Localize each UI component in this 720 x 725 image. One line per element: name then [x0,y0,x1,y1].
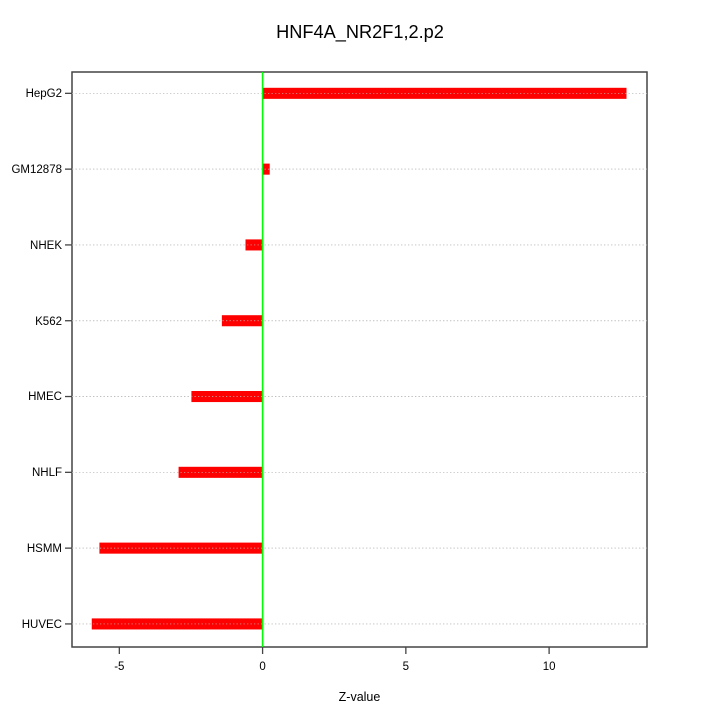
svg-text:NHEK: NHEK [30,240,62,252]
svg-text:NHLF: NHLF [32,467,62,479]
svg-text:5: 5 [403,661,409,673]
svg-text:K562: K562 [35,316,62,328]
svg-text:10: 10 [543,661,556,673]
svg-text:HSMM: HSMM [27,543,62,555]
svg-text:-5: -5 [114,661,124,673]
svg-text:HNF4A_NR2F1,2.p2: HNF4A_NR2F1,2.p2 [276,22,444,43]
svg-text:HUVEC: HUVEC [22,619,62,631]
svg-text:HepG2: HepG2 [26,88,62,100]
svg-text:GM12878: GM12878 [11,164,62,176]
svg-text:HMEC: HMEC [28,391,62,403]
svg-text:0: 0 [259,661,265,673]
svg-text:Z-value: Z-value [339,690,381,704]
